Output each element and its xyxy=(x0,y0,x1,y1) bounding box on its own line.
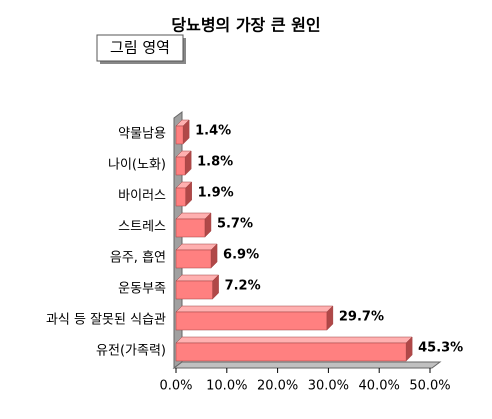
x-tick-label: 10.0% xyxy=(206,379,247,394)
value-label: 6.9% xyxy=(223,248,259,263)
axis-floor xyxy=(172,361,442,369)
y-tick-label: 음주, 흡연 xyxy=(110,251,166,266)
bar-top xyxy=(175,305,334,313)
x-tick-label: 20.0% xyxy=(257,379,298,394)
value-label: 1.8% xyxy=(197,155,233,170)
x-tick-label: 40.0% xyxy=(359,379,400,394)
bar xyxy=(175,280,213,300)
bar xyxy=(175,311,328,331)
bar xyxy=(175,342,407,362)
y-tick-label: 과식 등 잘못된 식습관 xyxy=(46,313,166,328)
y-tick-label: 유전(가족력) xyxy=(96,344,166,359)
bar xyxy=(175,218,206,238)
y-tick-label: 약물남용 xyxy=(118,127,166,142)
x-tick-label: 30.0% xyxy=(308,379,349,394)
value-label: 45.3% xyxy=(418,341,463,356)
y-tick-label: 나이(노화) xyxy=(108,158,166,173)
value-label: 7.2% xyxy=(225,279,261,294)
value-label: 1.4% xyxy=(195,124,231,139)
bar-top xyxy=(175,336,413,344)
bar-top xyxy=(175,243,218,251)
bar xyxy=(175,187,186,207)
annotation: 그림 영역 xyxy=(110,39,170,57)
annotation-box xyxy=(96,34,184,62)
bar xyxy=(175,125,184,145)
y-tick-label: 바이러스 xyxy=(118,189,166,204)
x-tick-label: 50.0% xyxy=(409,379,450,394)
y-tick-label: 운동부족 xyxy=(118,282,166,297)
value-label: 5.7% xyxy=(217,217,253,232)
chart-title: 당뇨병의 가장 큰 원인 xyxy=(171,16,320,35)
bar xyxy=(175,249,212,269)
value-label: 29.7% xyxy=(339,310,384,325)
x-tick-label: 0.0% xyxy=(159,379,192,394)
bar-top xyxy=(175,274,220,282)
y-tick-label: 스트레스 xyxy=(118,220,166,235)
bar xyxy=(175,156,186,176)
value-label: 1.9% xyxy=(198,186,234,201)
